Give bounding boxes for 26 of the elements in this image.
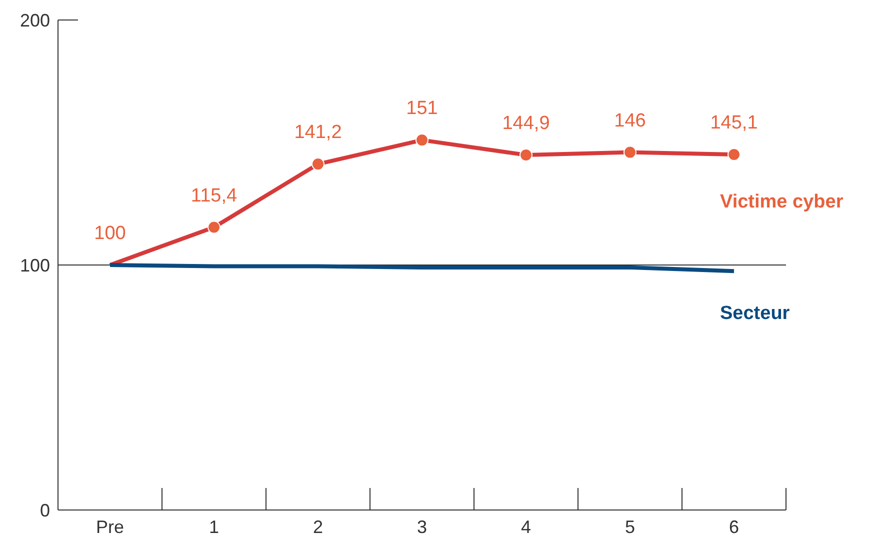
line-series bbox=[108, 263, 736, 274]
data-label: 141,2 bbox=[294, 122, 342, 144]
point bbox=[624, 146, 636, 159]
series-label: Secteur bbox=[720, 303, 790, 324]
y-tick-label: 100 bbox=[20, 255, 50, 276]
x-tick-label: 5 bbox=[624, 517, 636, 537]
data-label: 100 bbox=[94, 223, 126, 244]
data-label: 151 bbox=[406, 98, 438, 120]
data-label: 115,4 bbox=[190, 185, 238, 206]
x-tick-label: 3 bbox=[416, 517, 428, 537]
x-tick-label: 4 bbox=[520, 517, 532, 537]
data-label: 146 bbox=[614, 110, 646, 132]
y-tick-label: 200 bbox=[20, 10, 50, 30]
x-tick-label: 1 bbox=[208, 517, 220, 537]
x-tick-label: Pre bbox=[96, 517, 124, 537]
data-label: 144,9 bbox=[502, 112, 550, 134]
point bbox=[312, 158, 324, 171]
point bbox=[728, 148, 740, 162]
x-tick-label: 2 bbox=[312, 517, 324, 537]
point bbox=[416, 134, 428, 147]
x-tick-label: 6 bbox=[728, 517, 740, 537]
y-tick-label: 0 bbox=[40, 500, 50, 520]
data-label: 145,1 bbox=[710, 112, 758, 134]
point bbox=[208, 220, 220, 234]
point bbox=[520, 148, 532, 162]
series-label: Victime cyber bbox=[720, 192, 844, 213]
